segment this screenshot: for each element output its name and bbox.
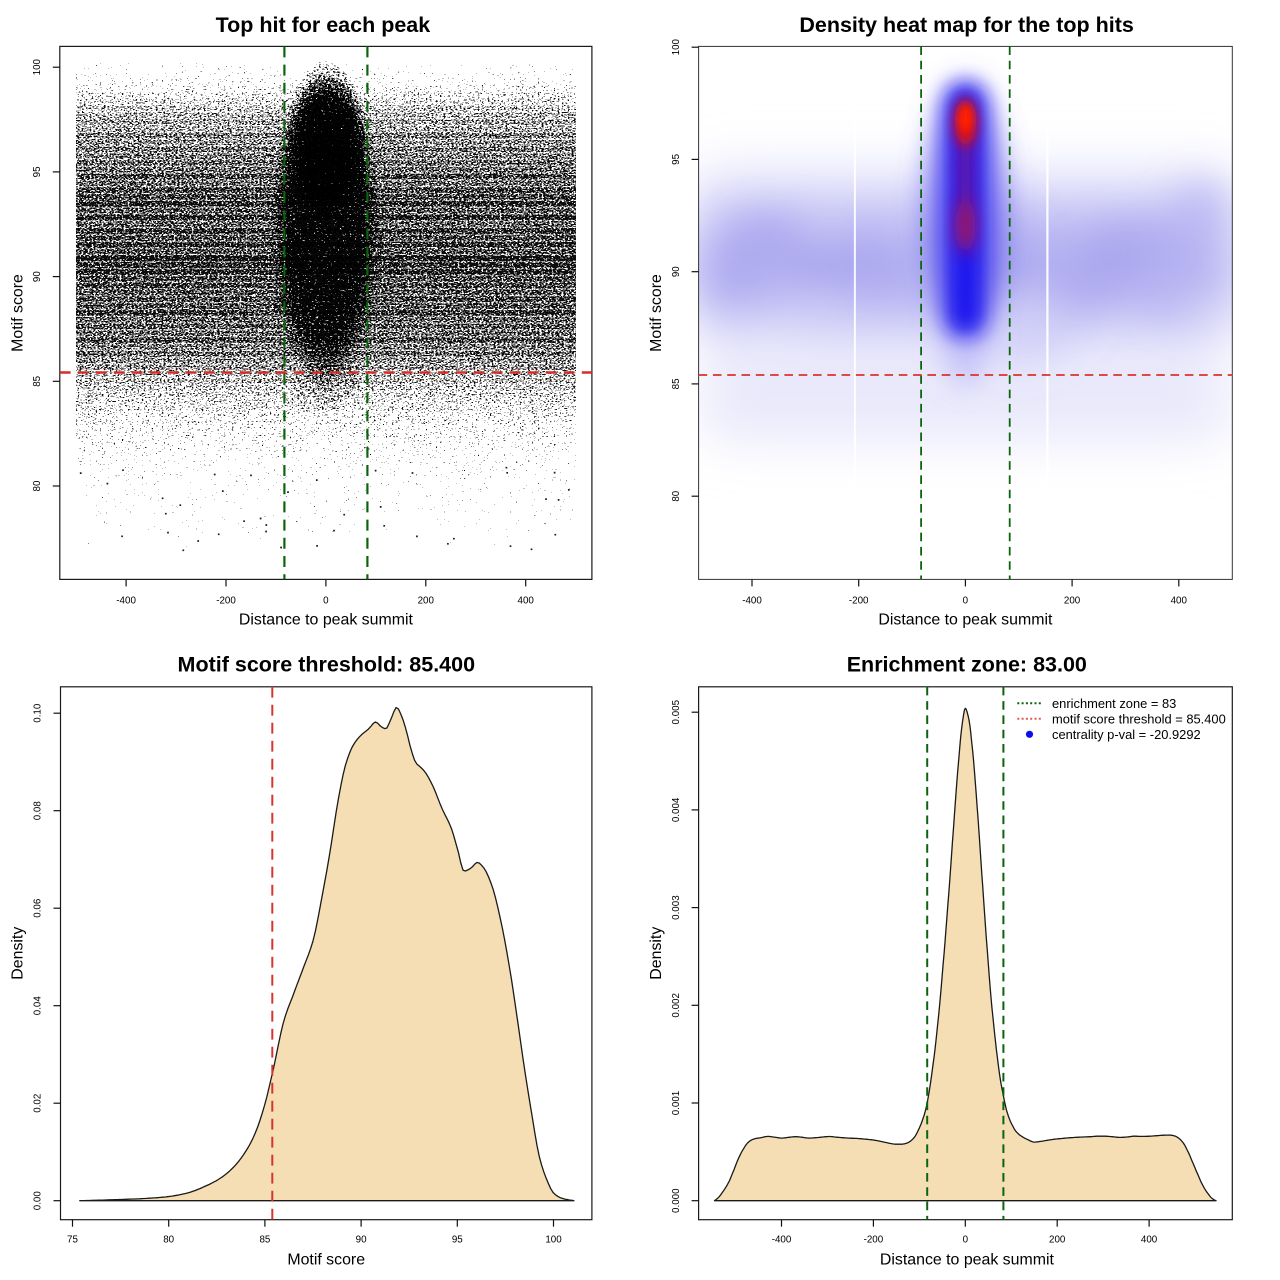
- svg-text:-400: -400: [742, 596, 762, 607]
- svg-text:200: 200: [418, 596, 435, 607]
- svg-text:100: 100: [32, 58, 43, 75]
- svg-text:0.04: 0.04: [33, 996, 44, 1016]
- svg-text:0.001: 0.001: [671, 1091, 682, 1116]
- svg-text:90: 90: [671, 266, 682, 277]
- svg-text:Density: Density: [648, 927, 665, 980]
- svg-text:90: 90: [32, 271, 43, 282]
- svg-text:Enrichment zone: 83.00: Enrichment zone: 83.00: [847, 653, 1087, 677]
- svg-text:0.10: 0.10: [33, 703, 44, 723]
- svg-text:Top hit for each peak: Top hit for each peak: [216, 13, 431, 37]
- svg-text:0.005: 0.005: [671, 699, 682, 724]
- svg-text:95: 95: [671, 153, 682, 164]
- svg-text:Motif score: Motif score: [648, 274, 665, 352]
- svg-text:400: 400: [518, 596, 535, 607]
- svg-text:0.000: 0.000: [671, 1188, 682, 1213]
- svg-text:motif score threshold = 85.400: motif score threshold = 85.400: [1052, 711, 1226, 726]
- svg-text:centrality p-val = -20.9292: centrality p-val = -20.9292: [1052, 727, 1201, 742]
- svg-text:100: 100: [545, 1235, 562, 1246]
- svg-text:95: 95: [32, 166, 43, 177]
- svg-text:400: 400: [1141, 1235, 1158, 1246]
- svg-text:Motif score threshold: 85.400: Motif score threshold: 85.400: [178, 653, 476, 677]
- svg-text:0.004: 0.004: [671, 797, 682, 822]
- svg-text:0: 0: [963, 596, 969, 607]
- svg-text:Density heat map for the top h: Density heat map for the top hits: [799, 13, 1134, 37]
- svg-text:0.06: 0.06: [33, 898, 44, 918]
- svg-text:0: 0: [963, 1235, 969, 1246]
- svg-text:80: 80: [671, 490, 682, 501]
- svg-text:-400: -400: [772, 1235, 792, 1246]
- svg-text:0.08: 0.08: [33, 801, 44, 821]
- svg-text:enrichment zone = 83: enrichment zone = 83: [1052, 696, 1176, 711]
- svg-text:95: 95: [452, 1235, 463, 1246]
- svg-text:80: 80: [32, 480, 43, 491]
- svg-text:85: 85: [671, 378, 682, 389]
- svg-text:-200: -200: [216, 596, 236, 607]
- svg-text:Motif score: Motif score: [287, 1252, 365, 1269]
- svg-text:0.00: 0.00: [33, 1191, 44, 1211]
- svg-text:75: 75: [67, 1235, 78, 1246]
- svg-text:Distance to peak summit: Distance to peak summit: [880, 1252, 1055, 1269]
- svg-text:0.02: 0.02: [33, 1094, 44, 1113]
- svg-text:Distance to peak summit: Distance to peak summit: [878, 612, 1053, 629]
- svg-text:-200: -200: [849, 596, 869, 607]
- svg-text:200: 200: [1064, 596, 1081, 607]
- svg-text:-400: -400: [116, 596, 136, 607]
- svg-text:400: 400: [1171, 596, 1188, 607]
- svg-text:200: 200: [1049, 1235, 1066, 1246]
- svg-text:Density: Density: [9, 927, 26, 980]
- svg-text:Distance to peak summit: Distance to peak summit: [239, 612, 414, 629]
- svg-text:80: 80: [163, 1235, 174, 1246]
- svg-text:0: 0: [323, 596, 329, 607]
- svg-text:100: 100: [671, 38, 682, 55]
- svg-text:90: 90: [356, 1235, 367, 1246]
- svg-text:85: 85: [32, 375, 43, 386]
- svg-text:Motif score: Motif score: [9, 274, 26, 352]
- svg-text:0.002: 0.002: [671, 993, 682, 1018]
- svg-text:-200: -200: [864, 1235, 884, 1246]
- svg-text:0.003: 0.003: [671, 895, 682, 920]
- svg-text:85: 85: [259, 1235, 270, 1246]
